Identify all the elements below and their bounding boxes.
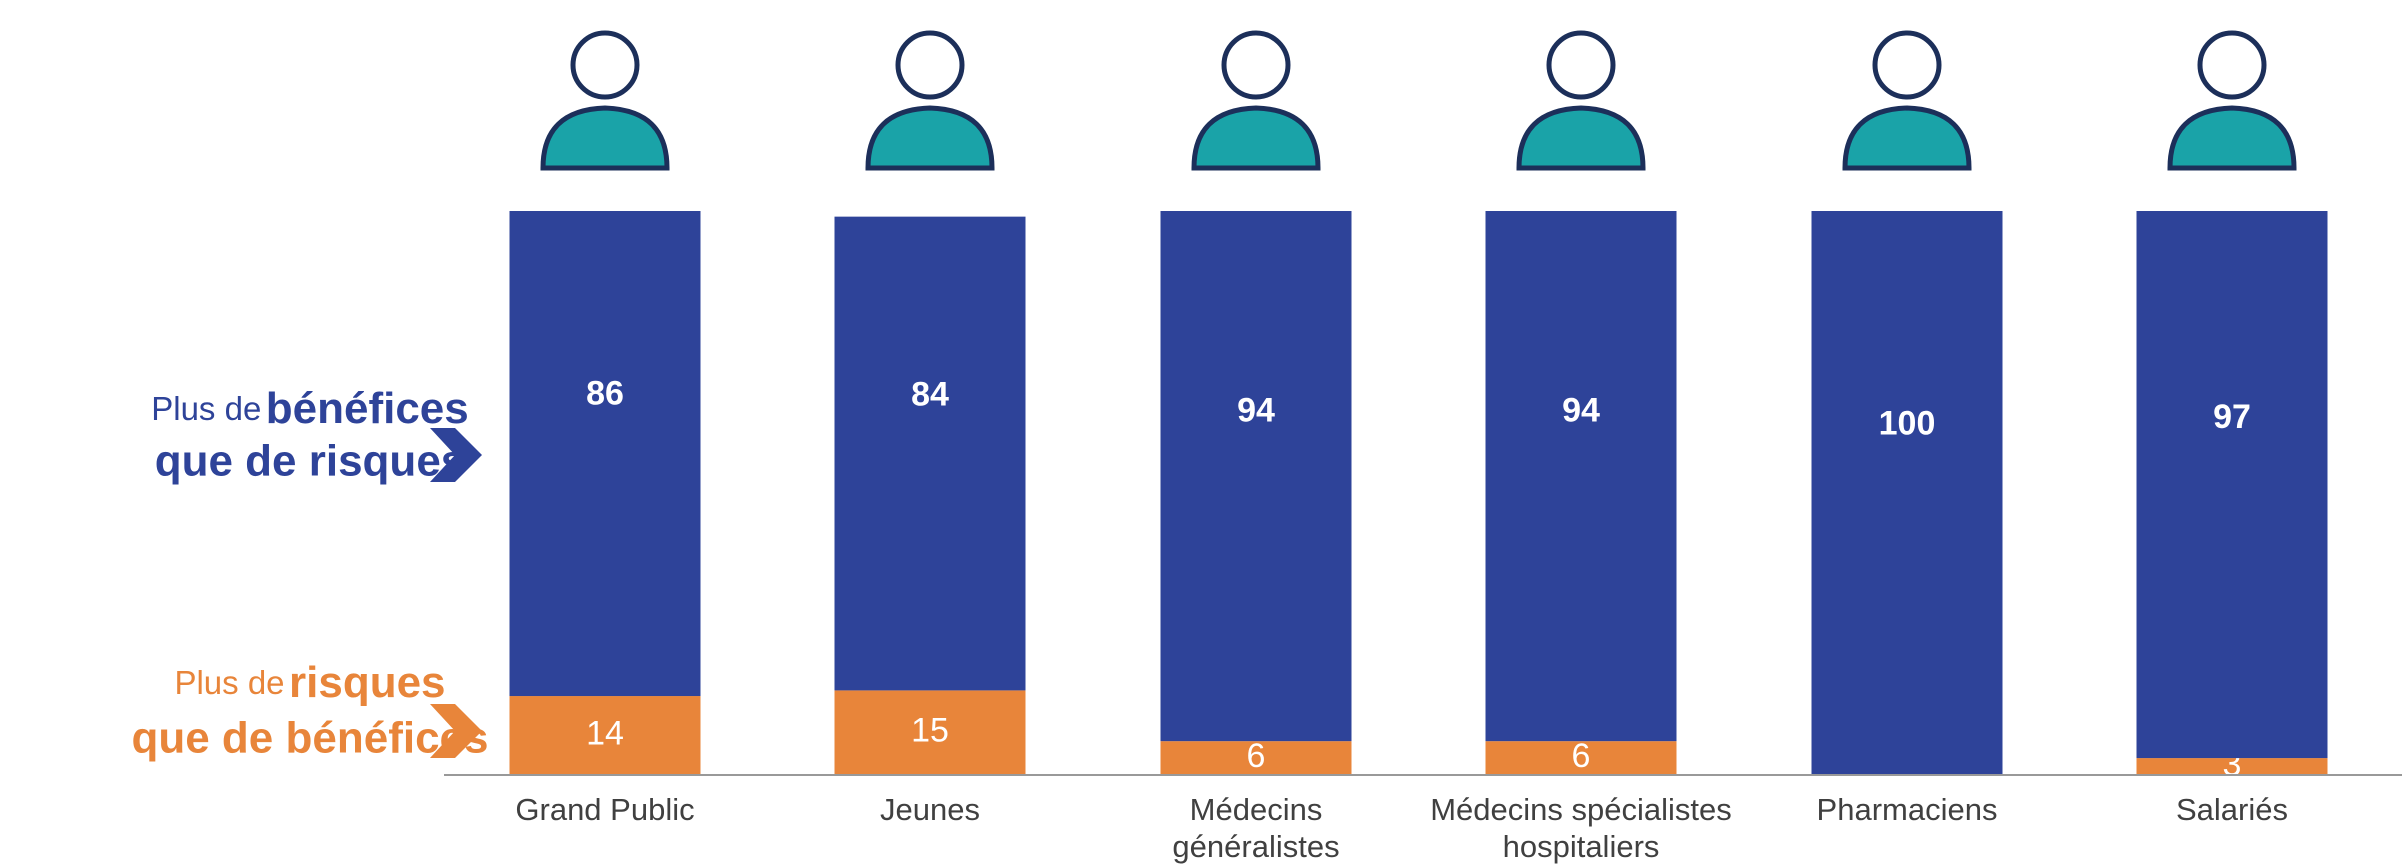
icon-head <box>2197 30 2267 100</box>
icon-body <box>2167 105 2297 171</box>
label-line: Médecins <box>1190 792 1323 827</box>
legend-label: Plus de bénéfices <box>151 384 469 433</box>
icon-body <box>1516 105 1646 171</box>
bar-segment <box>1160 741 1352 775</box>
icon-body <box>865 105 995 171</box>
icon-head <box>1221 30 1291 100</box>
label-line: hospitaliers <box>1503 829 1660 864</box>
icon-head <box>570 30 640 100</box>
icon <box>1191 30 1321 171</box>
bar-segment <box>834 690 1026 775</box>
bar-segment <box>1485 741 1677 775</box>
icon <box>865 30 995 171</box>
icon <box>1516 30 1646 171</box>
icon <box>2167 30 2297 171</box>
value-label: 6 <box>1247 737 1266 775</box>
legend-arrow <box>430 428 482 482</box>
bar-segment <box>2136 211 2328 759</box>
bar-segment <box>834 216 1026 691</box>
legend-prefix: Plus de <box>174 664 284 701</box>
label-line: Salariés <box>2176 792 2288 827</box>
bar-segment <box>1160 211 1352 742</box>
value-label: 100 <box>1879 404 1936 442</box>
legend-prefix: Plus de <box>151 390 261 427</box>
label-line: Médecins spécialistes <box>1430 792 1732 827</box>
x-tick-label: Médecins spécialistes hospitaliers <box>1430 792 1732 864</box>
legend-arrow <box>430 704 482 758</box>
value-label: 94 <box>1237 391 1275 429</box>
icon <box>540 30 670 171</box>
value-label: 94 <box>1562 391 1600 429</box>
bar-segment <box>509 696 701 775</box>
value-label: 97 <box>2213 398 2251 436</box>
value-label: 86 <box>586 374 624 412</box>
x-tick-label: Jeunes <box>880 792 980 827</box>
x-tick-label: Salariés <box>2176 792 2288 827</box>
value-label: 6 <box>1572 737 1591 775</box>
bar-segment <box>1485 211 1677 742</box>
legend-label: Plus de risques <box>174 658 445 707</box>
icon-head <box>1872 30 1942 100</box>
value-label: 14 <box>586 715 624 753</box>
icon <box>1842 30 1972 171</box>
value-label: 15 <box>911 712 949 750</box>
legend-emphasis: bénéfices <box>266 384 469 433</box>
legend-emphasis: risques <box>289 658 446 707</box>
label-line: Jeunes <box>880 792 980 827</box>
x-tick-label: Grand Public <box>515 792 694 827</box>
bar-segment <box>1811 211 2003 775</box>
legend-label: que de risques <box>155 437 466 486</box>
x-tick-label: Pharmaciens <box>1817 792 1998 827</box>
icon-body <box>1842 105 1972 171</box>
icon-body <box>1191 105 1321 171</box>
legend-label: que de bénéfices <box>131 714 488 763</box>
value-label: 84 <box>911 376 949 414</box>
icon-head <box>895 30 965 100</box>
bar-segment <box>2136 758 2328 775</box>
icon-head <box>1546 30 1616 100</box>
bar-segment <box>509 211 701 697</box>
icon-body <box>540 105 670 171</box>
x-tick-label: Médecins généralistes <box>1172 792 1339 864</box>
label-line: Pharmaciens <box>1817 792 1998 827</box>
label-line: Grand Public <box>515 792 694 827</box>
label-line: généralistes <box>1172 829 1339 864</box>
